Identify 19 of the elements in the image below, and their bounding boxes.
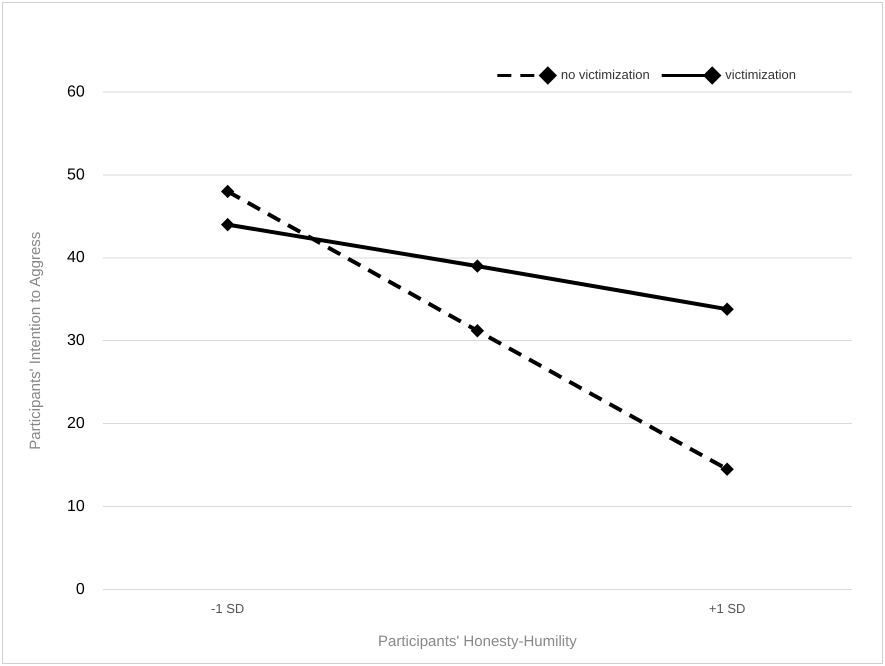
- point: [221, 218, 234, 232]
- y-tick-label: 10: [67, 498, 85, 515]
- point: [470, 260, 484, 273]
- y-tick-label: 0: [76, 580, 85, 598]
- point: [720, 462, 734, 476]
- y-tick-label: 30: [67, 332, 85, 350]
- y-tick-label: 20: [67, 415, 85, 432]
- point: [470, 324, 484, 338]
- legend-label: no victimization: [560, 67, 650, 82]
- point: [221, 184, 234, 198]
- x-tick-label: -1 SD: [211, 600, 244, 616]
- y-tick-label: 40: [67, 249, 85, 266]
- y-tick-label: 50: [67, 166, 85, 184]
- x-tick-label: +1 SD: [708, 600, 746, 616]
- legend-label: victimization: [725, 67, 796, 82]
- y-tick-label: 60: [67, 83, 85, 100]
- point: [720, 302, 734, 316]
- y-axis-title: Participants' Intention to Aggress: [27, 232, 44, 450]
- x-axis-title: Participants' Honesty-Humility: [378, 633, 578, 650]
